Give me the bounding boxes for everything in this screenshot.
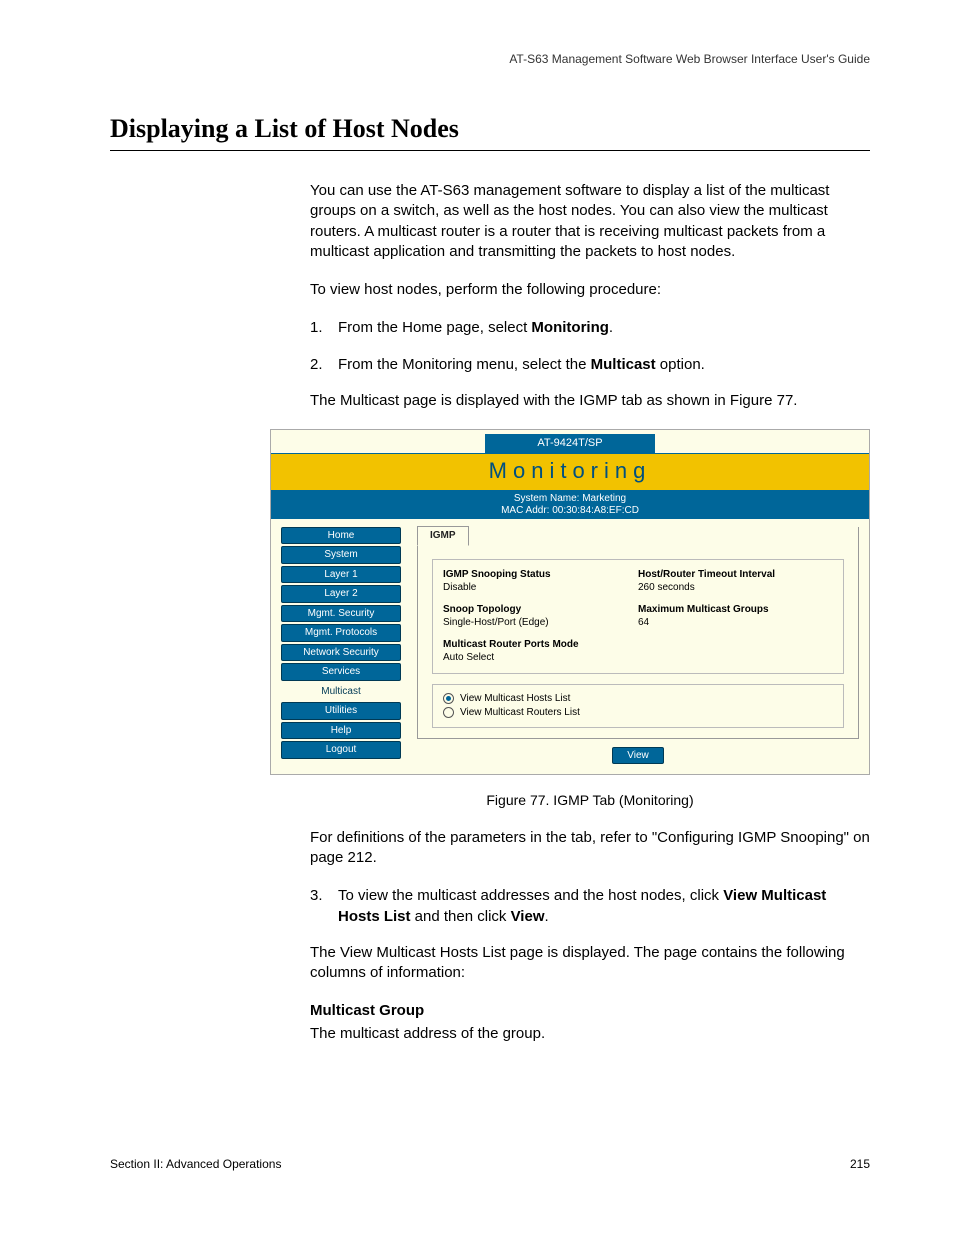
system-info-bar: System Name: Marketing MAC Addr: 00:30:8… xyxy=(271,491,869,519)
label: Multicast Router Ports Mode xyxy=(443,638,638,652)
nav-help[interactable]: Help xyxy=(281,722,401,740)
step-2: 2. From the Monitoring menu, select the … xyxy=(310,355,870,375)
footer-section: Section II: Advanced Operations xyxy=(110,1157,281,1171)
multicast-group-heading: Multicast Group xyxy=(310,1001,870,1021)
text: and then click xyxy=(411,908,511,925)
text: To view the multicast addresses and the … xyxy=(338,887,723,904)
mac-addr-line: MAC Addr: 00:30:84:A8:EF:CD xyxy=(271,505,869,517)
bold: Monitoring xyxy=(531,319,608,336)
nav-utilities[interactable]: Utilities xyxy=(281,702,401,720)
igmp-tab[interactable]: IGMP xyxy=(417,526,469,547)
text: From the Home page, select xyxy=(338,319,531,336)
step-number: 3. xyxy=(310,886,338,927)
radio-block: View Multicast Hosts List View Multicast… xyxy=(432,684,844,728)
text: option. xyxy=(656,356,705,373)
kv-igmp-status: IGMP Snooping Status Disable xyxy=(443,568,638,595)
system-name-line: System Name: Marketing xyxy=(271,493,869,505)
step-2-note: The Multicast page is displayed with the… xyxy=(310,391,870,411)
status-block: IGMP Snooping Status Disable Snoop Topol… xyxy=(432,559,844,674)
nav-mgmt-security[interactable]: Mgmt. Security xyxy=(281,605,401,623)
after-figure-paragraph: For definitions of the parameters in the… xyxy=(310,828,870,869)
value: Auto Select xyxy=(443,651,638,665)
bold: Multicast Group xyxy=(310,1002,424,1019)
label: Snoop Topology xyxy=(443,603,638,617)
text: . xyxy=(545,908,549,925)
nav-home[interactable]: Home xyxy=(281,527,401,545)
step-3-note: The View Multicast Hosts List page is di… xyxy=(310,943,870,984)
value: Single-Host/Port (Edge) xyxy=(443,616,638,630)
kv-router-ports-mode: Multicast Router Ports Mode Auto Select xyxy=(443,638,638,665)
figure-caption: Figure 77. IGMP Tab (Monitoring) xyxy=(310,791,870,810)
radio-icon xyxy=(443,693,454,704)
label: Host/Router Timeout Interval xyxy=(638,568,833,582)
value: 64 xyxy=(638,616,833,630)
radio-icon xyxy=(443,707,454,718)
page-footer: Section II: Advanced Operations 215 xyxy=(110,1157,870,1171)
value: Disable xyxy=(443,581,638,595)
page: AT-S63 Management Software Web Browser I… xyxy=(0,0,954,1235)
nav-network-security[interactable]: Network Security xyxy=(281,644,401,662)
radio-label: View Multicast Hosts List xyxy=(460,692,570,706)
label: IGMP Snooping Status xyxy=(443,568,638,582)
ui-screenshot: AT-9424T/SP Monitoring System Name: Mark… xyxy=(270,429,870,775)
kv-snoop-topology: Snoop Topology Single-Host/Port (Edge) xyxy=(443,603,638,630)
nav-logout[interactable]: Logout xyxy=(281,741,401,759)
model-bar: AT-9424T/SP xyxy=(485,434,655,453)
step-1: 1. From the Home page, select Monitoring… xyxy=(310,318,870,338)
step-text: To view the multicast addresses and the … xyxy=(338,886,870,927)
step-text: From the Monitoring menu, select the Mul… xyxy=(338,355,870,375)
igmp-panel: IGMP IGMP Snooping Status Disable Snoop … xyxy=(417,527,859,739)
step-3: 3. To view the multicast addresses and t… xyxy=(310,886,870,927)
intro-paragraph: You can use the AT-S63 management softwa… xyxy=(310,181,870,262)
text: . xyxy=(609,319,613,336)
status-col-left: IGMP Snooping Status Disable Snoop Topol… xyxy=(443,568,638,665)
view-button-area: View xyxy=(417,747,859,765)
title-rule xyxy=(110,150,870,151)
footer-page-number: 215 xyxy=(850,1157,870,1171)
nav-layer1[interactable]: Layer 1 xyxy=(281,566,401,584)
status-col-right: Host/Router Timeout Interval 260 seconds… xyxy=(638,568,833,665)
radio-label: View Multicast Routers List xyxy=(460,706,580,720)
figure-77: AT-9424T/SP Monitoring System Name: Mark… xyxy=(270,429,870,775)
bold: Multicast xyxy=(591,356,656,373)
kv-max-groups: Maximum Multicast Groups 64 xyxy=(638,603,833,630)
view-button[interactable]: View xyxy=(612,747,664,765)
value: 260 seconds xyxy=(638,581,833,595)
nav-system[interactable]: System xyxy=(281,546,401,564)
procedure-intro: To view host nodes, perform the followin… xyxy=(310,280,870,300)
step-text: From the Home page, select Monitoring. xyxy=(338,318,870,338)
ui-title-bar: Monitoring xyxy=(271,453,869,491)
radio-hosts-list[interactable]: View Multicast Hosts List xyxy=(443,692,833,706)
ui-body: Home System Layer 1 Layer 2 Mgmt. Securi… xyxy=(271,519,869,765)
kv-timeout: Host/Router Timeout Interval 260 seconds xyxy=(638,568,833,595)
nav-mgmt-protocols[interactable]: Mgmt. Protocols xyxy=(281,624,401,642)
nav-sidebar: Home System Layer 1 Layer 2 Mgmt. Securi… xyxy=(281,527,401,761)
multicast-group-desc: The multicast address of the group. xyxy=(310,1024,870,1044)
ui-title-text: Monitoring xyxy=(489,458,652,483)
label: Maximum Multicast Groups xyxy=(638,603,833,617)
body-area: You can use the AT-S63 management softwa… xyxy=(310,181,870,1044)
step-number: 1. xyxy=(310,318,338,338)
nav-multicast[interactable]: Multicast xyxy=(281,683,401,703)
radio-routers-list[interactable]: View Multicast Routers List xyxy=(443,706,833,720)
page-header: AT-S63 Management Software Web Browser I… xyxy=(110,52,870,66)
bold: View xyxy=(511,908,545,925)
text: From the Monitoring menu, select the xyxy=(338,356,591,373)
nav-layer2[interactable]: Layer 2 xyxy=(281,585,401,603)
section-title: Displaying a List of Host Nodes xyxy=(110,114,870,144)
step-number: 2. xyxy=(310,355,338,375)
ui-main: IGMP IGMP Snooping Status Disable Snoop … xyxy=(417,527,859,765)
nav-services[interactable]: Services xyxy=(281,663,401,681)
